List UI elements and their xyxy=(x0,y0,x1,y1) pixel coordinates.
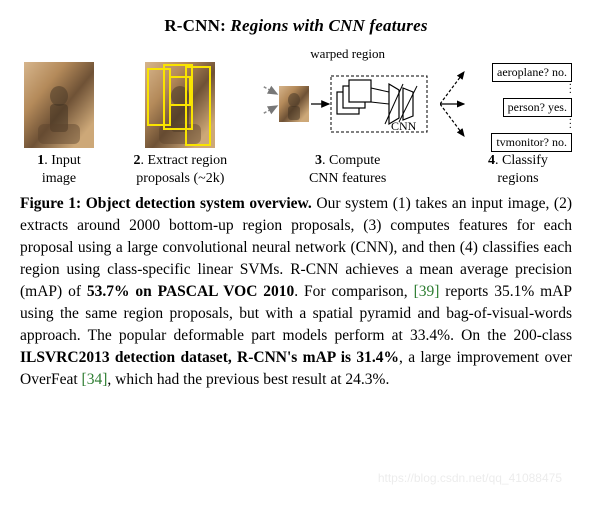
title-emph: Regions with CNN features xyxy=(230,16,427,35)
step-4-caption: 4. Classify regions xyxy=(488,152,548,187)
cnn-text-label: CNN xyxy=(391,119,417,133)
class-result: aeroplane? no. xyxy=(492,63,572,82)
step-2: 2. Extract region proposals (~2k) xyxy=(129,46,231,187)
vdots-icon: ··· xyxy=(569,119,572,131)
step-3-caption: 3. Compute CNN features xyxy=(309,152,386,187)
warped-region-label: warped region xyxy=(310,46,385,60)
pipeline-diagram: 1. Input image 2. Extract region proposa… xyxy=(20,46,572,187)
figure-title: R-CNN: Regions with CNN features xyxy=(20,16,572,36)
class-result: tvmonitor? no. xyxy=(491,133,572,152)
region-proposals-thumb xyxy=(145,62,215,148)
step-4: aeroplane? no. ··· person? yes. ··· tvmo… xyxy=(464,46,572,187)
classify-arrows xyxy=(440,62,468,148)
class-result: person? yes. xyxy=(503,98,572,117)
caption-text: . For comparison, xyxy=(294,283,413,300)
citation: [34] xyxy=(82,371,108,388)
vdots-icon: ··· xyxy=(569,84,572,96)
caption-bold: ILSVRC2013 detection dataset, R-CNN's mA… xyxy=(20,349,399,366)
caption-bold: 53.7% on PASCAL VOC 2010 xyxy=(87,283,294,300)
step-3: warped region xyxy=(263,46,433,187)
caption-lead: Figure 1: Object detection system overvi… xyxy=(20,195,312,212)
caption-text: , which had the previous best result at … xyxy=(107,371,389,388)
step-2-caption: 2. Extract region proposals (~2k) xyxy=(133,152,227,187)
input-image-thumb xyxy=(24,62,94,148)
citation: [39] xyxy=(414,283,440,300)
step-1: 1. Input image xyxy=(20,46,98,187)
figure-caption: Figure 1: Object detection system overvi… xyxy=(20,193,572,391)
watermark: https://blog.csdn.net/qq_41088475 xyxy=(378,471,562,485)
step-1-caption: 1. Input image xyxy=(37,152,81,187)
title-prefix: R-CNN: xyxy=(164,16,230,35)
region-box xyxy=(169,76,191,106)
cnn-diagram: CNN xyxy=(263,62,433,148)
